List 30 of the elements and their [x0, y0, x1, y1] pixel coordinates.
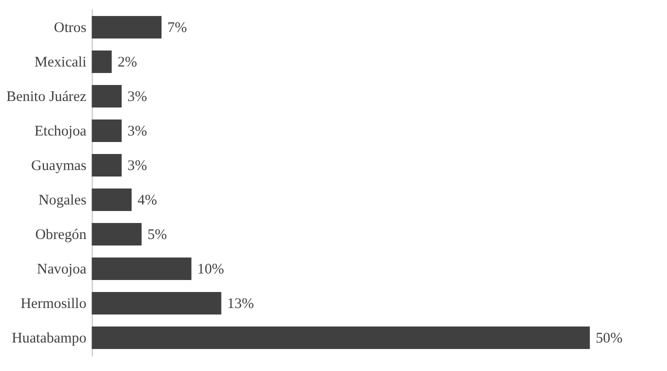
data-label: 4% [138, 192, 157, 209]
data-label: 2% [118, 54, 138, 71]
data-label: 3% [128, 89, 148, 106]
bar [92, 85, 122, 108]
data-label: 13% [227, 296, 254, 312]
y-tick-label: Hermosillo [20, 296, 86, 312]
y-tick-label: Huatabampo [12, 330, 86, 347]
data-label: 5% [147, 227, 167, 244]
data-label: 10% [197, 262, 224, 278]
bar [92, 188, 132, 211]
bar [92, 258, 192, 280]
y-tick-label: Nogales [38, 192, 87, 209]
data-label: 50% [596, 330, 623, 347]
y-tick-label: Otros [54, 20, 87, 36]
bar [92, 326, 590, 349]
bar [92, 120, 122, 142]
y-tick-label: Etchojoa [34, 124, 87, 140]
y-tick-label: Navojoa [36, 262, 87, 278]
y-tick-label: Obregón [35, 227, 88, 244]
y-tick-label: Guaymas [31, 158, 87, 174]
bar [92, 50, 112, 73]
y-tick-label: Benito Juárez [6, 89, 87, 106]
data-label: 7% [167, 20, 187, 36]
bar [92, 16, 162, 38]
bar [92, 292, 222, 314]
data-label: 3% [128, 124, 148, 140]
bar [92, 154, 122, 176]
y-tick-label: Mexicali [34, 54, 86, 71]
bar [92, 223, 142, 246]
data-label: 3% [128, 158, 148, 174]
